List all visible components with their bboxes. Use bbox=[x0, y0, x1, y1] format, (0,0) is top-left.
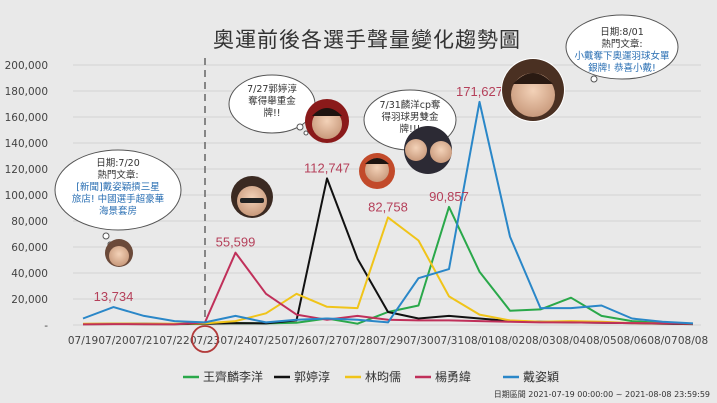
bubble-article-link[interactable]: [新聞]戴姿穎摃三星 bbox=[76, 181, 159, 193]
series-line bbox=[82, 251, 694, 326]
chart-title: 奧運前後各選手聲量變化趨勢圖 bbox=[213, 28, 521, 52]
bubble-line: 奪得舉重金 bbox=[248, 95, 296, 107]
series-line bbox=[82, 205, 694, 326]
x-tick-label: 07/22 bbox=[159, 335, 189, 347]
legend: 王齊麟李洋 郭婷淳 林昀儒 楊勇緯 戴姿穎 bbox=[183, 369, 559, 384]
bubble-line: 熱門文章: bbox=[601, 38, 642, 50]
bubble-line: 牌!! bbox=[263, 107, 280, 119]
x-tick-label: 08/02 bbox=[495, 335, 525, 347]
x-tick-label: 08/05 bbox=[586, 335, 616, 347]
peak-value-label: 55,599 bbox=[216, 235, 256, 250]
y-tick-label: 120,000 bbox=[5, 164, 48, 176]
athlete-photo-small-0720 bbox=[105, 239, 133, 267]
marker-date-circle bbox=[191, 325, 219, 353]
x-tick-label: 08/04 bbox=[556, 335, 587, 347]
peak-labels: 13,734 55,599 112,747 82,758 90,857 171,627 bbox=[94, 84, 503, 304]
bubble-article-link[interactable]: 小戴奪下奧運羽球女單 bbox=[574, 50, 669, 62]
bubble-article-link[interactable]: 銀牌! 恭喜小戴! bbox=[588, 62, 656, 74]
x-tick-label: 07/29 bbox=[373, 335, 403, 347]
legend-label: 郭婷淳 bbox=[294, 369, 330, 384]
athlete-photo-0801 bbox=[501, 58, 565, 122]
x-tick-label: 08/08 bbox=[678, 335, 708, 347]
legend-label: 戴姿穎 bbox=[523, 369, 559, 384]
x-tick-label: 08/03 bbox=[525, 335, 555, 347]
y-tick-label: 60,000 bbox=[11, 242, 48, 254]
y-tick-label: 180,000 bbox=[5, 86, 48, 98]
bubble-line: 日期:7/20 bbox=[96, 158, 140, 169]
series-lines bbox=[82, 100, 694, 326]
x-tick-label: 08/06 bbox=[617, 335, 648, 347]
x-tick-label: 07/24 bbox=[220, 335, 251, 347]
callout-bubble-0727: 7/27郭婷淳 奪得舉重金 牌!! bbox=[228, 74, 316, 136]
x-axis: 07/19 07/20 07/21 07/22 07/23 07/24 07/25 07/26… bbox=[68, 335, 708, 347]
x-tick-label: 07/20 bbox=[98, 335, 128, 347]
athlete-photo-0724 bbox=[231, 176, 273, 218]
y-tick-label: 40,000 bbox=[11, 268, 48, 280]
y-tick-label: 160,000 bbox=[5, 112, 48, 124]
x-tick-label: 07/25 bbox=[251, 335, 281, 347]
legend-label: 林昀儒 bbox=[365, 370, 401, 384]
x-tick-label: 07/26 bbox=[281, 335, 312, 347]
peak-value-label: 82,758 bbox=[368, 199, 408, 214]
athlete-photo-0729 bbox=[359, 153, 395, 189]
callout-bubble-0720: 日期:7/20 熱門文章: [新聞]戴姿穎摃三星 旅店! 中國選手超豪華 海景套… bbox=[54, 149, 182, 247]
y-tick-label: 100,000 bbox=[5, 190, 48, 202]
x-tick-label: 07/23 bbox=[190, 335, 220, 347]
x-tick-label: 07/21 bbox=[129, 335, 159, 347]
bubble-line: 7/31麟洋cp奪 bbox=[379, 99, 441, 111]
callout-bubble-0801: 日期:8/01 熱門文章: 小戴奪下奧運羽球女單 銀牌! 恭喜小戴! bbox=[565, 14, 679, 83]
peak-value-label: 13,734 bbox=[94, 289, 134, 304]
bubble-line: 7/27郭婷淳 bbox=[247, 83, 297, 95]
series-line bbox=[82, 216, 694, 325]
peak-value-label: 171,627 bbox=[456, 84, 503, 99]
bubble-article-link[interactable]: 海景套房 bbox=[99, 205, 137, 217]
y-tick-label: 80,000 bbox=[11, 216, 48, 228]
athlete-photo-0731 bbox=[404, 126, 452, 174]
bubble-article-link[interactable]: 旅店! 中國選手超豪華 bbox=[72, 193, 165, 205]
y-tick-label: 140,000 bbox=[5, 138, 48, 150]
peak-value-label: 112,747 bbox=[304, 160, 350, 175]
y-axis: - 20,000 40,000 60,000 80,000 100,000 120,000 1… bbox=[5, 60, 49, 332]
bubble-line: 日期:8/01 bbox=[600, 27, 644, 38]
x-tick-label: 07/30 bbox=[403, 335, 433, 347]
y-tick-label: - bbox=[44, 320, 48, 332]
x-tick-label: 07/19 bbox=[68, 335, 98, 347]
bubble-line: 得羽球男雙金 bbox=[381, 111, 439, 123]
x-tick-label: 08/07 bbox=[647, 335, 677, 347]
y-tick-label: 20,000 bbox=[11, 294, 48, 306]
athlete-photo-0727 bbox=[305, 99, 349, 143]
y-tick-label: 200,000 bbox=[5, 60, 48, 72]
series-line bbox=[82, 100, 694, 325]
x-tick-label: 07/27 bbox=[312, 335, 342, 347]
legend-label: 楊勇緯 bbox=[435, 369, 471, 384]
x-tick-label: 07/31 bbox=[434, 335, 464, 347]
legend-label: 王齊麟李洋 bbox=[203, 369, 263, 384]
x-tick-label: 08/01 bbox=[464, 335, 494, 347]
bubble-line: 熱門文章: bbox=[97, 169, 138, 181]
x-tick-label: 07/28 bbox=[342, 335, 372, 347]
date-range-label: 日期區間 2021-07-19 00:00:00 ~ 2021-08-08 23… bbox=[494, 390, 710, 399]
peak-value-label: 90,857 bbox=[429, 189, 469, 204]
